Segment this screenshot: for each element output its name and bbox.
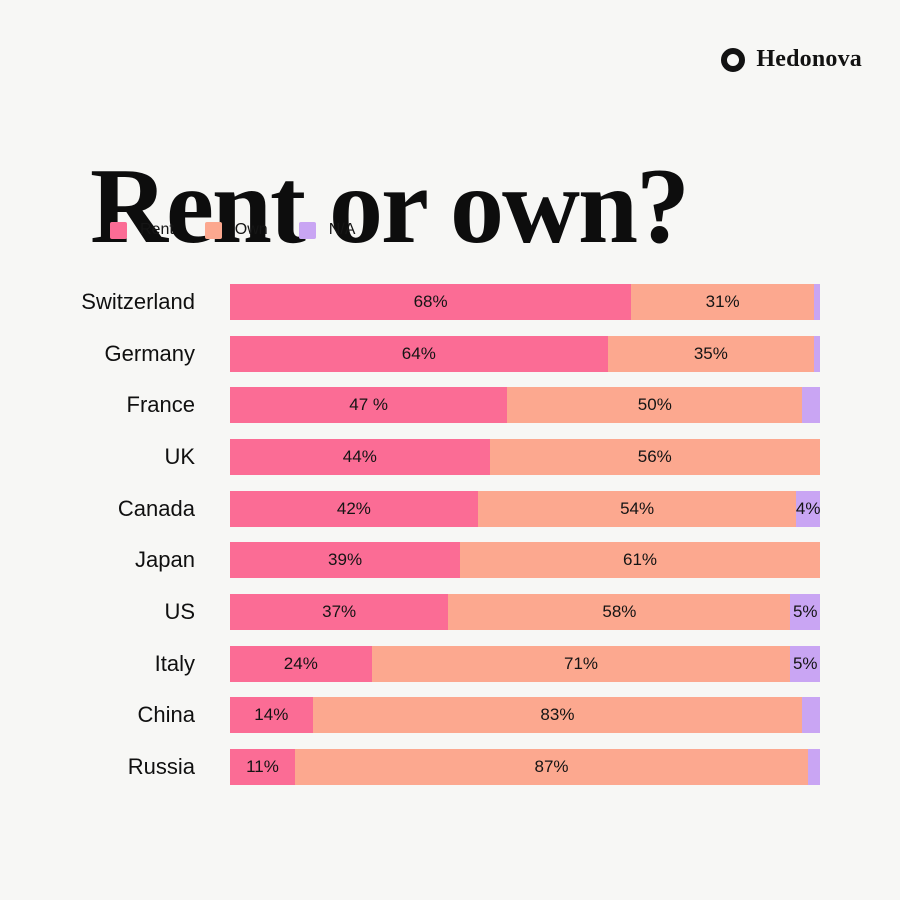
country-label: Japan [135,547,195,573]
bar-segment-own: 71% [371,645,791,682]
bar-value-label: 61% [623,550,658,570]
bar-value-label: 14% [254,705,289,725]
country-label: Switzerland [81,288,195,314]
table-row: France 47 % 50% [80,379,820,431]
bar-value-label: 4% [795,498,820,518]
bar-segment-rent: 39% [230,542,461,579]
brand-name: Hedonova [756,46,862,72]
bar-segment-own: 61% [460,542,820,579]
bar-segment-na [814,335,820,372]
bar-value-label: 42% [336,498,371,518]
table-row: Italy 24% 71% 5% [80,638,820,690]
country-label: Germany [104,340,195,366]
country-label: US [164,598,195,624]
bar-value-label: 56% [637,446,672,466]
bar-value-label: 50% [637,395,672,415]
legend-label: N/A [328,221,356,238]
stacked-bar-chart: Switzerland 68% 31% Germany 64% 35% France 47 %… [80,276,820,793]
table-row: Germany 64% 35% [80,328,820,380]
stacked-bar: 37% 58% 5% [230,593,820,630]
bar-value-label: 71% [564,653,599,673]
legend-item-rent: Rent [110,221,174,239]
bar-segment-na: 4% [795,490,820,527]
bar-segment-own: 31% [631,283,815,320]
bar-value-label: 31% [705,291,740,311]
bar-segment-na: 5% [790,593,820,630]
country-label: Russia [127,754,195,780]
legend-label: Rent [140,221,174,238]
table-row: Switzerland 68% 31% [80,276,820,328]
bar-segment-rent: 37% [230,593,449,630]
bar-segment-own: 83% [312,697,803,734]
bar-value-label: 87% [534,757,569,777]
country-label: Italy [154,650,195,676]
chart-legend: Rent Own N/A [110,221,355,239]
bar-value-label: 24% [283,653,318,673]
bar-value-label: 35% [693,343,728,363]
bar-segment-na [814,283,820,320]
bar-value-label: 54% [620,498,655,518]
ring-icon [721,47,746,72]
legend-label: Own [234,221,268,238]
stacked-bar: 14% 83% [230,697,820,734]
legend-swatch-icon [110,221,127,239]
table-row: Canada 42% 54% 4% [80,483,820,535]
stacked-bar: 39% 61% [230,542,820,579]
bar-segment-rent: 68% [230,283,632,320]
bar-segment-rent: 42% [230,490,478,527]
bar-value-label: 5% [792,653,818,673]
table-row: China 14% 83% [80,690,820,742]
brand: Hedonova [721,46,862,73]
bar-value-label: 37% [322,601,357,621]
bar-segment-na [802,697,820,734]
bar-segment-own: 56% [489,438,820,475]
stacked-bar: 11% 87% [230,749,820,786]
bar-value-label: 47 % [349,395,389,415]
bar-segment-own: 58% [448,593,791,630]
bar-segment-own: 35% [607,335,815,372]
stacked-bar: 42% 54% 4% [230,490,820,527]
bar-value-label: 44% [342,446,377,466]
bar-segment-own: 54% [477,490,797,527]
bar-value-label: 68% [413,291,448,311]
stacked-bar: 47 % 50% [230,387,820,424]
bar-segment-na [802,387,820,424]
legend-swatch-icon [204,221,222,239]
table-row: US 37% 58% 5% [80,586,820,638]
bar-segment-own: 50% [507,387,803,424]
legend-item-na: N/A [298,221,356,239]
bar-segment-na [808,749,820,786]
stacked-bar: 68% 31% [230,283,820,320]
stacked-bar: 24% 71% 5% [230,645,820,682]
legend-swatch-icon [298,221,316,239]
table-row: Russia 11% 87% [80,741,820,793]
bar-value-label: 58% [602,601,637,621]
country-label: Canada [117,495,195,521]
bar-segment-rent: 47 % [230,387,508,424]
bar-segment-rent: 14% [230,697,313,734]
table-row: Japan 39% 61% [80,534,820,586]
bar-value-label: 39% [328,550,363,570]
table-row: UK 44% 56% [80,431,820,483]
bar-value-label: 83% [540,705,575,725]
bar-segment-rent: 64% [230,335,608,372]
stacked-bar: 44% 56% [230,438,820,475]
bar-segment-own: 87% [294,749,809,786]
country-label: France [126,392,195,418]
country-label: China [137,702,195,728]
bar-value-label: 11% [246,757,279,777]
page-title: Rent or own? [90,147,690,267]
bar-value-label: 64% [401,343,436,363]
bar-segment-rent: 44% [230,438,490,475]
bar-segment-rent: 24% [230,645,372,682]
legend-item-own: Own [204,221,268,239]
country-label: UK [164,443,195,469]
bar-segment-na: 5% [790,645,820,682]
stacked-bar: 64% 35% [230,335,820,372]
bar-segment-rent: 11% [230,749,295,786]
bar-value-label: 5% [792,601,818,621]
